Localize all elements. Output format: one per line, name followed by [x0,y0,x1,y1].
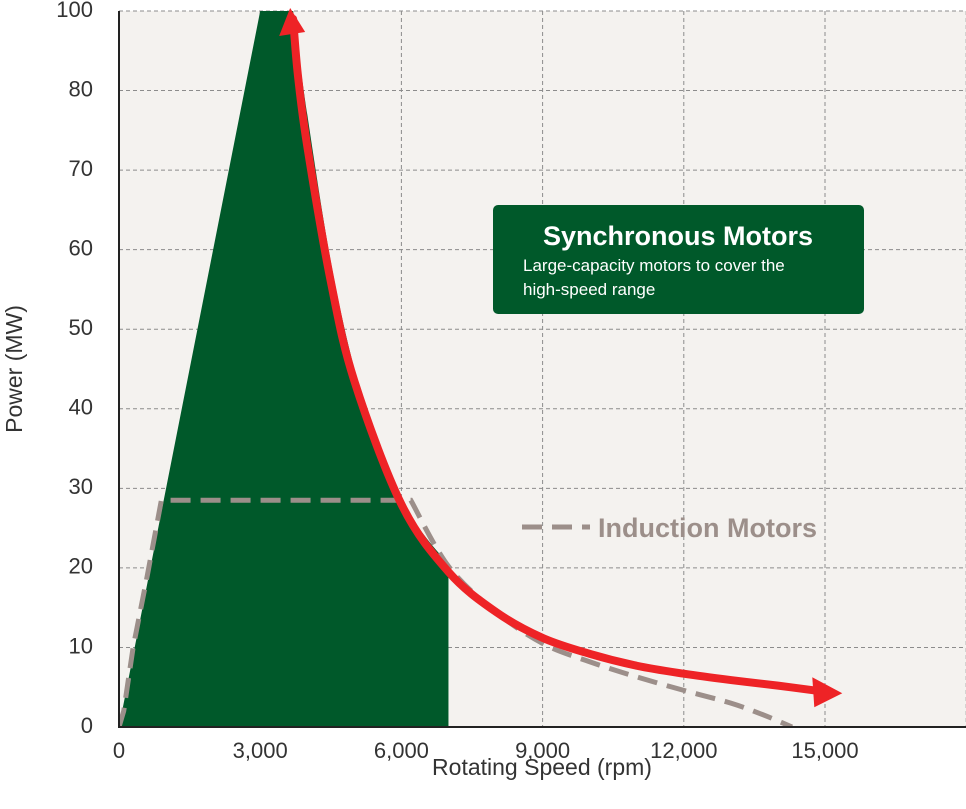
y-tick-label: 70 [69,156,93,181]
induction-legend-label: Induction Motors [598,513,817,543]
x-tick-label: 15,000 [791,738,858,763]
induction-motors-legend: Induction Motors [522,513,817,543]
x-tick-labels: 0 3,000 6,000 9,000 12,000 15,000 [113,738,859,763]
callout-title: Synchronous Motors [543,221,813,251]
y-tick-label: 50 [69,315,93,340]
callout-description: Large-capacity motors to cover the high-s… [523,256,785,299]
y-tick-label: 10 [69,633,93,658]
envelope-arrow-head-up [279,8,306,36]
y-tick-label: 100 [56,0,93,22]
synchronous-motors-callout: Synchronous Motors Large-capacity motors… [493,205,864,314]
y-axis-label: Power (MW) [1,305,27,433]
x-tick-label: 0 [113,738,125,763]
y-tick-label: 20 [69,554,93,579]
y-tick-label: 40 [69,395,93,420]
x-tick-label: 3,000 [233,738,288,763]
x-tick-label: 12,000 [650,738,717,763]
envelope-arrow-head-right [812,677,843,708]
y-tick-label: 60 [69,235,93,260]
y-tick-label: 80 [69,76,93,101]
synchronous-motor-area [119,11,449,727]
x-axis-label: Rotating Speed (rpm) [432,754,652,780]
callout-box [493,205,864,314]
y-tick-label: 30 [69,474,93,499]
x-tick-label: 9,000 [515,738,570,763]
x-tick-label: 6,000 [374,738,429,763]
synchronous-envelope-line [289,14,825,696]
y-tick-label: 0 [81,713,93,738]
y-tick-labels: 0 10 20 30 40 50 60 70 80 100 [56,0,93,738]
